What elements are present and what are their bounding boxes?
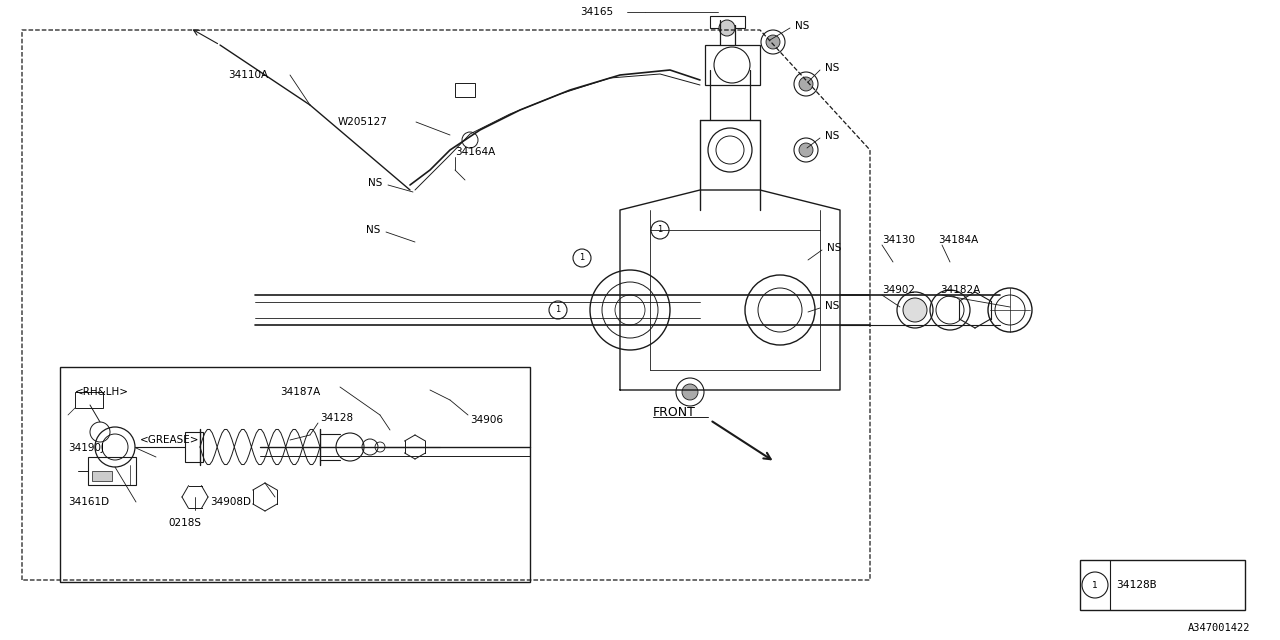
Text: 34164A: 34164A [454, 147, 495, 157]
Text: 34128B: 34128B [1116, 580, 1157, 590]
Text: 1: 1 [556, 305, 561, 314]
Circle shape [799, 143, 813, 157]
Text: NS: NS [366, 225, 380, 235]
Bar [454, 83, 475, 97]
Text: 34182A: 34182A [940, 285, 980, 295]
Text: 34187A: 34187A [280, 387, 320, 397]
Circle shape [719, 20, 735, 36]
Text: 34130: 34130 [882, 235, 915, 245]
Bar [88, 457, 136, 485]
Text: 34902: 34902 [882, 285, 915, 295]
Text: NS: NS [826, 131, 840, 141]
Text: NS: NS [827, 243, 841, 253]
Text: 1: 1 [1092, 580, 1098, 589]
Text: FRONT: FRONT [653, 406, 696, 419]
Text: A347001422: A347001422 [1188, 623, 1251, 633]
Text: 1: 1 [580, 253, 585, 262]
Text: 34190J: 34190J [68, 443, 104, 453]
Text: 34128: 34128 [320, 413, 353, 423]
Bar [710, 16, 745, 28]
Text: 34908D: 34908D [210, 497, 251, 507]
Text: NS: NS [826, 301, 840, 311]
Text: 1: 1 [658, 225, 663, 234]
Text: 34161D: 34161D [68, 497, 109, 507]
Text: NS: NS [826, 63, 840, 73]
Text: NS: NS [369, 178, 383, 188]
Text: W205127: W205127 [338, 117, 388, 127]
Bar [705, 45, 760, 85]
Circle shape [682, 384, 698, 400]
Bar [186, 432, 204, 462]
Text: 34184A: 34184A [938, 235, 978, 245]
Text: <GREASE>: <GREASE> [140, 435, 200, 445]
Text: 0218S: 0218S [168, 518, 201, 528]
Bar [1080, 560, 1245, 610]
Text: 34165: 34165 [580, 7, 613, 17]
Circle shape [765, 35, 780, 49]
Bar [92, 471, 113, 481]
Circle shape [902, 298, 927, 322]
Bar [60, 367, 530, 582]
Text: <RH&LH>: <RH&LH> [76, 387, 129, 397]
Text: 34110A: 34110A [228, 70, 268, 80]
Circle shape [799, 77, 813, 91]
Text: NS: NS [795, 21, 809, 31]
Text: 34906: 34906 [470, 415, 503, 425]
Bar [76, 392, 102, 408]
